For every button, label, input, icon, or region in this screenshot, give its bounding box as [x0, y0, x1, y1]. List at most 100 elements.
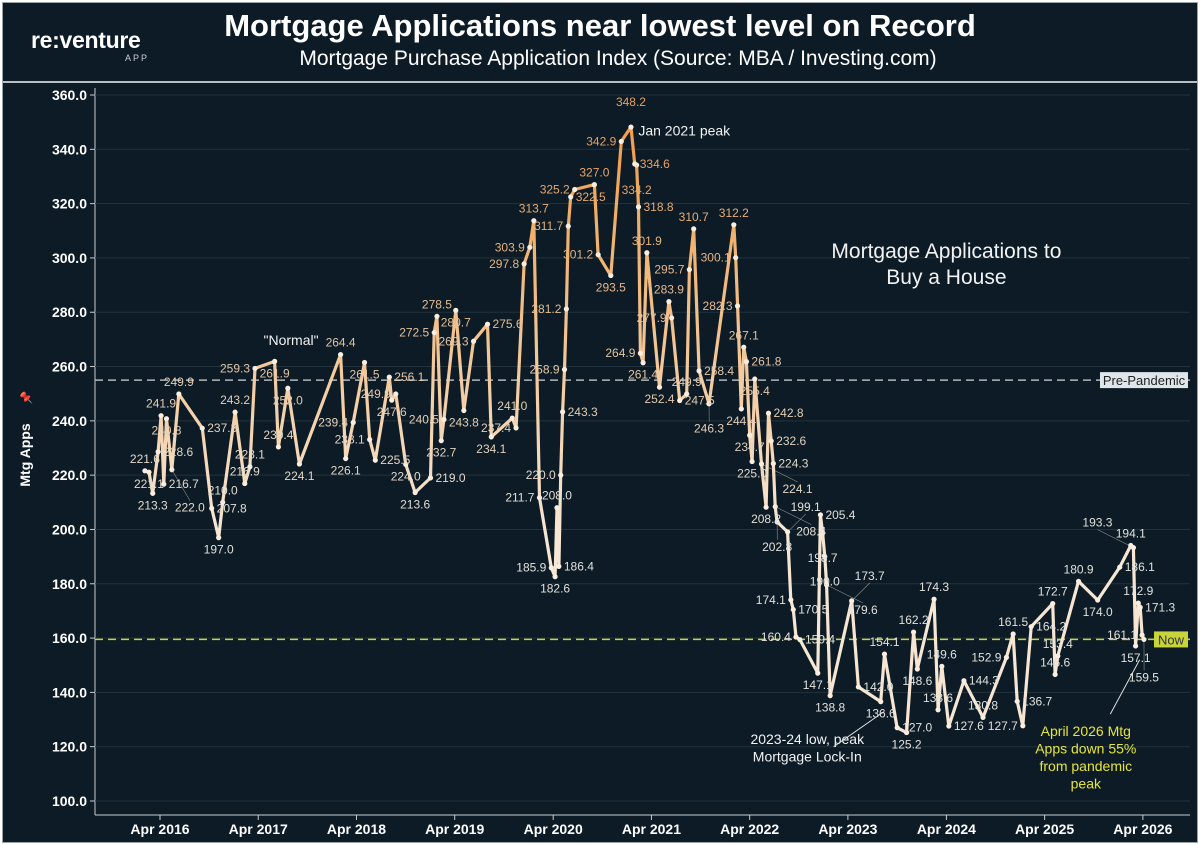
data-label: 243.3	[568, 405, 598, 419]
y-tick-label: 320.0	[52, 196, 87, 212]
data-point	[749, 458, 755, 465]
data-point	[765, 410, 772, 416]
data-label: 198.7	[808, 551, 838, 565]
data-label: 277.9	[637, 311, 667, 325]
data-point	[770, 460, 776, 467]
x-tick-label: Apr 2026	[1113, 821, 1172, 837]
data-label-leader	[826, 584, 863, 604]
data-label: 127.6	[954, 719, 984, 733]
data-label: 252.0	[273, 393, 303, 407]
data-label: 240.5	[409, 412, 439, 426]
data-label: 249.9	[361, 387, 391, 401]
data-point	[389, 397, 395, 403]
data-point	[656, 384, 663, 390]
data-label: 136.6	[866, 707, 896, 721]
annotation-arrow	[833, 710, 885, 748]
data-label: 125.2	[892, 738, 922, 752]
data-label-leader	[171, 469, 191, 501]
data-label: 202.8	[762, 540, 792, 554]
y-tick-label: 140.0	[52, 684, 87, 700]
data-label: 172.7	[1038, 585, 1068, 599]
data-point	[797, 637, 803, 643]
y-tick-label: 220.0	[52, 467, 87, 483]
data-point	[509, 415, 515, 421]
data-point	[1020, 723, 1026, 729]
data-label: 222.0	[175, 501, 205, 515]
data-point	[1052, 671, 1058, 678]
data-point	[216, 535, 222, 541]
data-point	[199, 425, 205, 431]
data-label: 272.5	[399, 326, 429, 340]
data-label: 237.3	[207, 421, 237, 435]
data-label: 208.0	[542, 489, 572, 503]
data-point	[568, 194, 574, 200]
data-label: 261.5	[350, 367, 380, 381]
data-label: 281.2	[531, 302, 561, 316]
annotation: Buy a House	[886, 266, 1006, 289]
pin-icon: 📌	[19, 391, 33, 405]
data-label: 334.6	[640, 157, 670, 171]
data-label: 239.4	[318, 415, 348, 429]
data-label: 171.3	[1145, 600, 1175, 614]
data-point	[285, 385, 291, 391]
data-label: 208.4	[796, 525, 826, 539]
data-label: 173.7	[855, 569, 885, 583]
data-label: 224.0	[391, 469, 421, 483]
data-label: 221.6	[130, 452, 160, 466]
data-label: 256.1	[394, 370, 424, 384]
data-point	[939, 663, 945, 669]
data-label: 322.5	[576, 190, 606, 204]
data-point	[734, 303, 741, 309]
data-point	[161, 481, 167, 487]
data-point	[275, 444, 282, 450]
y-tick-label: 340.0	[52, 141, 87, 157]
data-point	[768, 438, 774, 444]
data-label: 255.4	[740, 384, 770, 398]
y-tick-label: 300.0	[52, 250, 87, 266]
data-point	[367, 436, 373, 443]
data-label: 259.3	[220, 361, 250, 375]
data-label: 300.1	[701, 251, 731, 265]
data-label: 208.2	[751, 512, 781, 526]
data-point	[903, 729, 910, 736]
data-point	[914, 666, 920, 672]
annotation: from pandemic	[1040, 758, 1133, 774]
data-point	[827, 693, 833, 699]
data-point	[558, 472, 564, 478]
data-point	[337, 351, 344, 358]
data-point	[738, 406, 744, 412]
x-tick-label: Apr 2017	[229, 821, 288, 837]
data-point	[531, 218, 537, 224]
y-tick-label: 280.0	[52, 304, 87, 320]
data-point	[1135, 600, 1141, 606]
annotation: Mortgage Lock-In	[753, 748, 862, 764]
data-label: 162.2	[899, 613, 929, 627]
data-label: 226.1	[331, 464, 361, 478]
data-label: 295.7	[654, 263, 684, 277]
data-point	[247, 464, 253, 470]
x-tick-label: Apr 2018	[327, 821, 386, 837]
y-tick-label: 160.0	[52, 630, 87, 646]
data-point	[163, 416, 170, 422]
data-label-leader	[775, 506, 812, 525]
data-point	[894, 725, 900, 731]
data-point	[788, 597, 794, 603]
data-label: 216.7	[169, 477, 199, 491]
data-point	[878, 699, 884, 705]
data-label: 249.9	[164, 375, 194, 389]
data-label: 244.4	[726, 414, 756, 428]
y-tick-label: 120.0	[52, 739, 87, 755]
data-label: 224.1	[284, 469, 314, 483]
data-label: 216.9	[230, 465, 260, 479]
annotation-arrow	[1109, 659, 1141, 715]
data-point	[790, 606, 796, 613]
data-point	[731, 222, 737, 228]
data-point	[1003, 654, 1010, 660]
data-label: 249.9	[672, 375, 702, 389]
data-point	[252, 365, 258, 372]
data-label: 197.0	[204, 543, 234, 557]
data-label: 186.1	[1125, 560, 1155, 574]
data-point	[548, 565, 554, 571]
data-label: 164.2	[1036, 620, 1066, 634]
data-label: 157.1	[1121, 651, 1151, 665]
